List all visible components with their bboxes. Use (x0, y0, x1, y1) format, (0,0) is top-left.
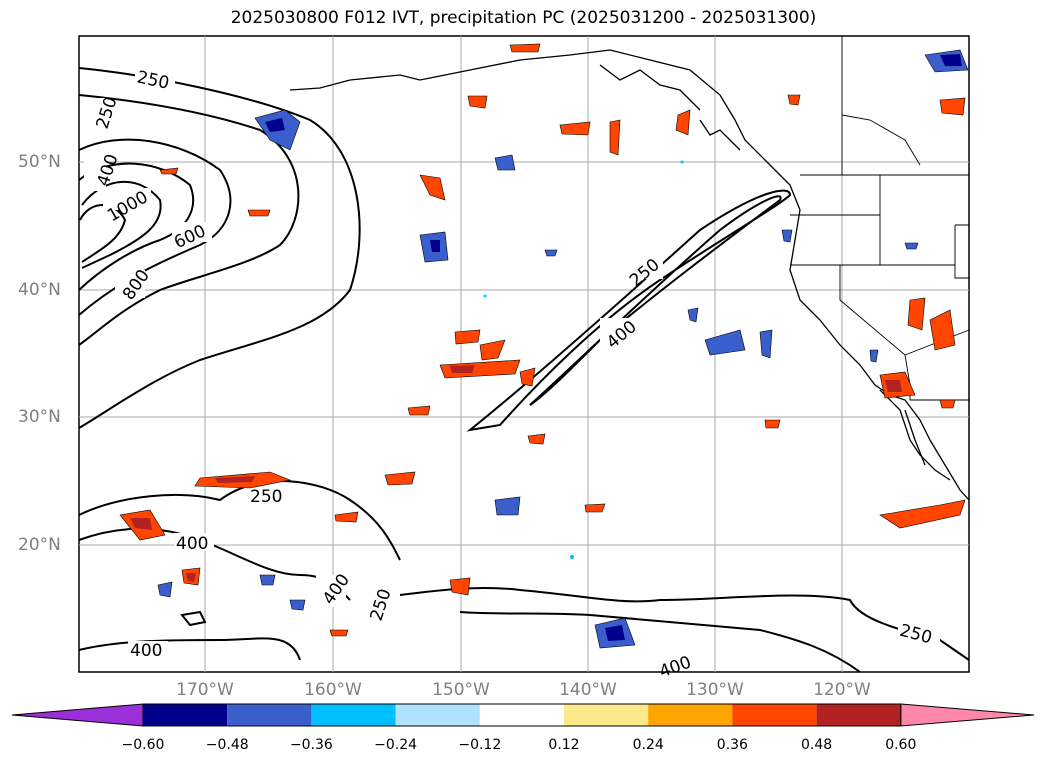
map-panel: 250 250 400 1000 600 800 250 400 250 400… (78, 35, 970, 682)
colorbar-tick-label: 0.12 (548, 737, 580, 753)
colorbar-segment (227, 704, 312, 726)
colorbar-segment (143, 704, 228, 726)
political-borders (790, 36, 970, 401)
colorbar-tick-label: 0.60 (885, 737, 917, 753)
colorbar-outline (142, 703, 902, 727)
precip-negative-patches (157, 49, 969, 649)
precip-patch (759, 329, 773, 359)
colorbar-tick-label: 0.36 (716, 737, 748, 753)
contour-label: 400 (130, 641, 162, 661)
colorbar-segment (479, 704, 564, 726)
lon-label-160w: 160°W (304, 680, 362, 700)
precip-core (130, 518, 152, 530)
colorbar-tick-label: −0.12 (458, 737, 502, 753)
precip-core (265, 118, 285, 132)
colorbar-extend-min (11, 703, 144, 727)
colorbar-tick-label: −0.60 (121, 737, 165, 753)
precip-core (430, 240, 440, 252)
lat-label-40n: 40°N (18, 280, 61, 300)
precip-patch (559, 121, 591, 136)
precip-patch (509, 43, 541, 53)
colorbar-tick-label: 0.24 (632, 737, 664, 753)
precip-patch (879, 499, 966, 529)
precip-patch (419, 174, 446, 201)
colorbar-segment (816, 704, 901, 726)
precip-patch (384, 471, 416, 486)
contour-label: 250 (250, 487, 282, 507)
precip-patch (869, 349, 879, 363)
precip-positive-patches (119, 43, 966, 637)
colorbar (11, 703, 1035, 727)
precip-patch (781, 229, 793, 243)
precip-patch (544, 249, 558, 257)
precip-patch (334, 511, 359, 523)
precip-patch (467, 95, 488, 109)
colorbar-segment (732, 704, 817, 726)
lat-label-20n: 20°N (18, 535, 61, 555)
precip-core (186, 573, 196, 582)
precip-patch (929, 309, 956, 351)
precip-patch (904, 242, 919, 250)
precip-patch (247, 209, 271, 217)
precip-patch (289, 599, 306, 611)
lon-label-120w: 120°W (813, 680, 871, 700)
lon-label-150w: 150°W (432, 680, 490, 700)
precip-patch (157, 581, 173, 598)
precip-patch (259, 574, 276, 586)
precip-core (885, 380, 902, 392)
precip-patch (609, 119, 621, 156)
precip-patch (439, 359, 521, 379)
coastline (289, 49, 970, 501)
precip-patch (494, 154, 516, 171)
colorbar-tick-label: −0.48 (205, 737, 249, 753)
precip-patch (764, 419, 781, 429)
precip-patch (704, 329, 746, 356)
colorbar-segment (395, 704, 480, 726)
colorbar-segment (564, 704, 649, 726)
colorbar-tick-label: 0.48 (801, 737, 833, 753)
lon-label-140w: 140°W (559, 680, 617, 700)
precip-patch (519, 367, 536, 387)
colorbar-extend-max (900, 703, 1035, 727)
precip-patch (494, 496, 521, 516)
precip-patch (939, 97, 966, 116)
precip-core (450, 365, 475, 373)
precip-core (215, 476, 255, 483)
lat-label-50n: 50°N (18, 152, 61, 172)
precip-patch (939, 399, 956, 409)
precip-patch (527, 433, 546, 445)
map-title: 2025030800 F012 IVT, precipitation PC (2… (230, 8, 817, 28)
precip-core (605, 625, 625, 641)
precip-patch (454, 329, 481, 345)
precip-patch (407, 405, 431, 416)
precip-core (940, 54, 962, 66)
map-frame (78, 35, 970, 673)
lon-label-130w: 130°W (686, 680, 744, 700)
contour-label: 400 (176, 534, 208, 554)
colorbar-segment (311, 704, 396, 726)
lon-label-170w: 170°W (176, 680, 234, 700)
colorbar-tick-label: −0.36 (289, 737, 333, 753)
precip-patch (329, 629, 349, 637)
colorbar-tick-label: −0.24 (374, 737, 418, 753)
precip-patch (907, 297, 926, 331)
precip-patch (675, 109, 691, 136)
precip-patch (787, 94, 801, 106)
lat-label-30n: 30°N (18, 407, 61, 427)
precip-patch (479, 339, 506, 361)
precip-patch (449, 577, 471, 596)
precip-patch (687, 307, 699, 323)
precip-patch (584, 503, 606, 513)
precip-patch (159, 167, 179, 175)
contour-labels: 250 250 400 1000 600 800 250 400 250 400… (84, 67, 940, 682)
colorbar-segment (648, 704, 733, 726)
